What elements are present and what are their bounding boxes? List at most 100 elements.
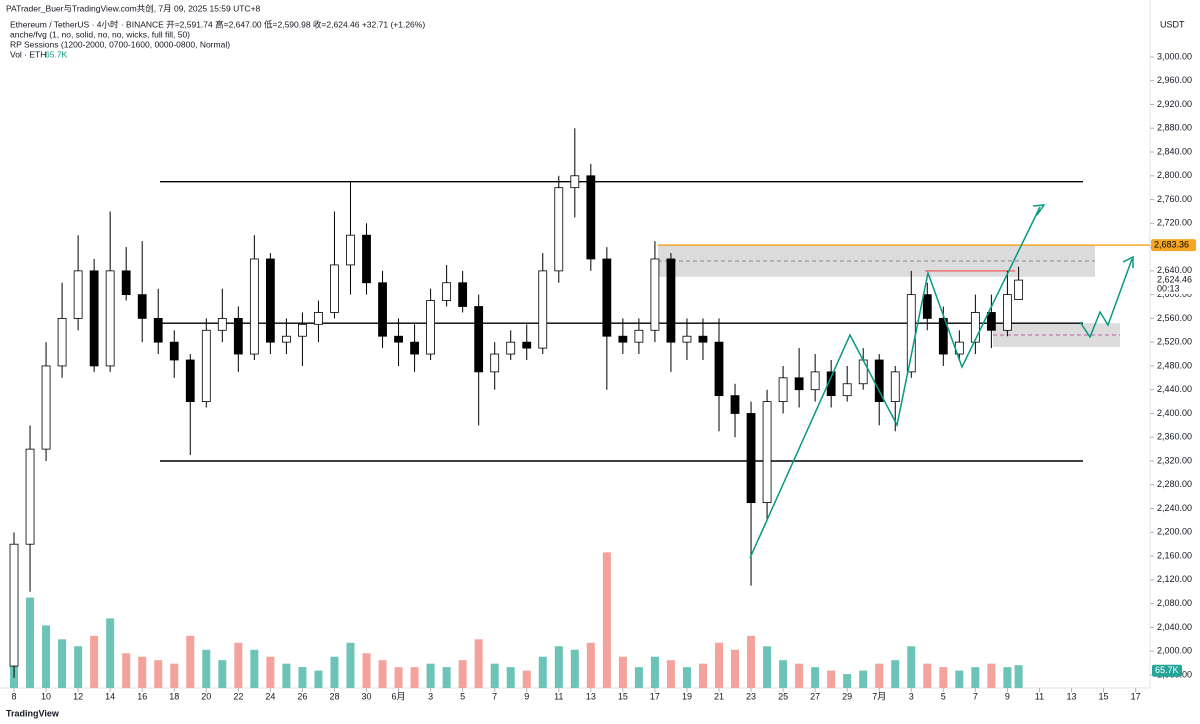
volume-bar: [346, 642, 355, 688]
volume-bar: [26, 597, 35, 688]
candle-body: [105, 270, 115, 367]
volume-bar: [971, 667, 980, 688]
y-tick-label: 2,040.00: [1157, 622, 1192, 632]
y-tick-label: 3,000.00: [1157, 51, 1192, 61]
volume-bar: [634, 667, 643, 688]
volume-title: Vol · ETH: [10, 49, 46, 59]
candle-body: [153, 317, 163, 343]
candle-body: [538, 270, 548, 349]
x-tick-label: 16: [137, 691, 147, 701]
alert-label-box: [1151, 239, 1196, 252]
candle-body: [410, 341, 419, 355]
x-tick-label: 22: [233, 691, 243, 701]
candle-body: [986, 312, 996, 331]
candle-body: [41, 365, 51, 450]
candle-body: [826, 371, 836, 397]
candle-body: [249, 258, 259, 355]
volume-bar: [362, 653, 371, 688]
x-tick-label: 18: [169, 691, 179, 701]
projection-line: [749, 206, 1041, 559]
x-tick-label: 15: [1099, 691, 1109, 701]
candle-body: [474, 306, 484, 373]
x-tick-label: 27: [810, 691, 820, 701]
candle-body: [746, 413, 756, 504]
candle-body: [298, 323, 307, 337]
x-tick-label: 17: [1131, 691, 1141, 701]
x-tick-label: 3: [909, 691, 914, 701]
y-tick-label: 2,360.00: [1157, 432, 1192, 442]
y-tick-label: 2,440.00: [1157, 384, 1192, 394]
volume-value: 65.7K: [45, 49, 68, 59]
y-tick-label: 2,000.00: [1157, 646, 1192, 656]
arrow-head: [1032, 204, 1046, 216]
volume-bar: [731, 649, 740, 688]
volume-bar: [763, 646, 772, 688]
volume-bar: [682, 667, 691, 688]
x-tick-label: 26: [297, 691, 307, 701]
volume-bar: [234, 642, 243, 688]
indicator: RP Sessions (1200-2000, 0700-1600, 0000-…: [10, 39, 230, 49]
volume-bar: [827, 670, 836, 688]
x-tick-label: 6月: [392, 691, 406, 701]
x-tick-label: 11: [1035, 691, 1044, 701]
candle-body: [490, 353, 500, 373]
candle-body: [121, 270, 131, 296]
volume-axis-label: 65.7K: [1155, 665, 1179, 675]
candle-body: [554, 187, 564, 272]
y-tick-label: 2,640.00: [1157, 265, 1192, 275]
candle-body: [9, 543, 19, 667]
volume-bar: [298, 667, 307, 688]
y-tick-label: 2,720.00: [1157, 218, 1192, 228]
volume-bar: [218, 660, 227, 688]
volume-bar: [474, 639, 483, 688]
candle-body: [618, 335, 628, 343]
volume-bar: [202, 649, 211, 688]
projection-line: [1079, 258, 1133, 339]
y-tick-label: 2,880.00: [1157, 123, 1192, 133]
volume-bar: [859, 670, 868, 688]
candle-body: [1003, 294, 1012, 331]
x-tick-label: 7月: [872, 691, 886, 701]
x-tick-label: 29: [842, 691, 852, 701]
y-tick-label: 2,960.00: [1157, 75, 1192, 85]
y-tick-label: 2,800.00: [1157, 170, 1192, 180]
volume-bar: [618, 656, 627, 688]
candle-body: [522, 341, 532, 349]
volume-bar: [330, 656, 339, 688]
volume-bar: [74, 646, 83, 688]
volume-bar: [650, 656, 659, 688]
x-tick-label: 24: [265, 691, 275, 701]
x-tick-label: 7: [973, 691, 978, 701]
candle-body: [378, 282, 387, 337]
candle-body: [906, 294, 916, 373]
y-tick-label: 2,760.00: [1157, 194, 1192, 204]
x-tick-label: 9: [524, 691, 529, 701]
candle-body: [137, 294, 147, 319]
candle-body: [698, 335, 708, 343]
volume-bar: [698, 663, 707, 688]
candle-body: [970, 312, 980, 343]
candle-body: [346, 234, 355, 266]
volume-bar: [875, 663, 884, 688]
volume-bar: [58, 639, 67, 688]
candle-body: [602, 258, 612, 337]
candle-body: [634, 329, 644, 343]
candle-body: [57, 317, 67, 367]
y-tick-label: 2,280.00: [1157, 479, 1192, 489]
volume-bar: [154, 660, 163, 688]
candle-body: [586, 175, 596, 260]
volume-bar: [554, 646, 563, 688]
candle-body: [217, 317, 227, 331]
volume-bar: [586, 642, 595, 688]
x-tick-label: 7: [492, 691, 497, 701]
candle-body: [794, 377, 804, 391]
y-tick-label: 2,520.00: [1157, 337, 1192, 347]
volume-bar: [987, 663, 996, 688]
volume-bar: [314, 670, 323, 688]
candle-body: [314, 312, 323, 325]
volume-bar: [891, 660, 900, 688]
plot: [9, 128, 1150, 688]
volume-bar: [923, 663, 932, 688]
x-tick-label: 12: [73, 691, 83, 701]
